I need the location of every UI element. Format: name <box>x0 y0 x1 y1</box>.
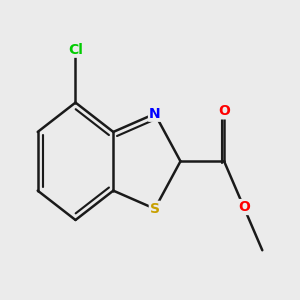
Text: Cl: Cl <box>68 43 83 57</box>
Text: O: O <box>218 104 230 118</box>
Text: S: S <box>150 202 160 216</box>
Text: O: O <box>238 200 250 214</box>
Text: N: N <box>149 107 160 121</box>
